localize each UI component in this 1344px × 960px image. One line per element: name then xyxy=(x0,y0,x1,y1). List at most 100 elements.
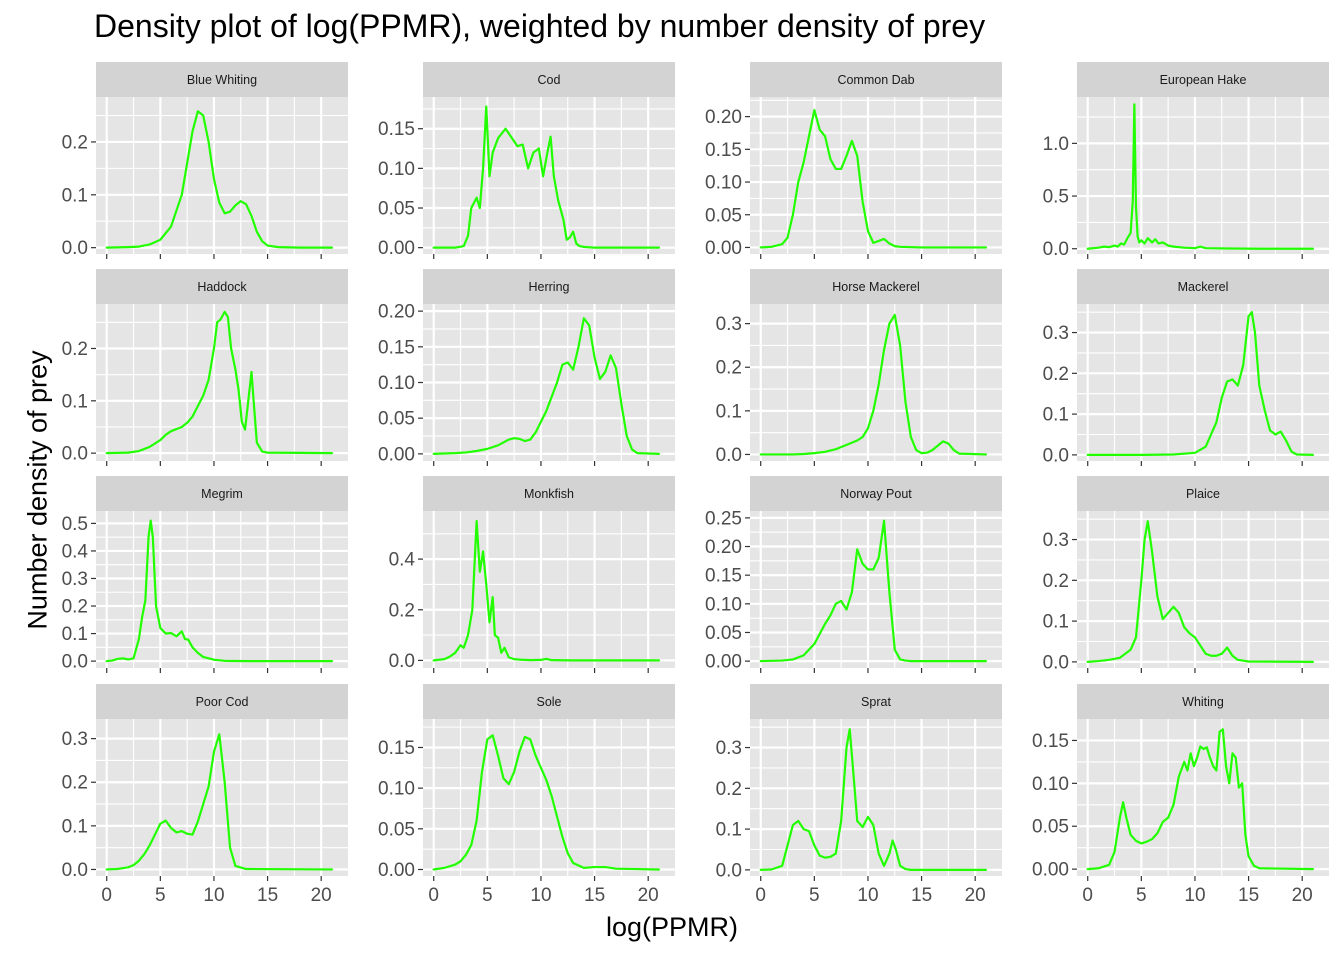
x-tick-label: 0 xyxy=(428,885,439,906)
y-tick-label: 0.3 xyxy=(1043,323,1069,344)
y-tick-label: 0.20 xyxy=(705,107,742,128)
y-tick-label: 0.20 xyxy=(378,302,415,323)
y-tick-label: 0.00 xyxy=(378,238,415,259)
strip-label-herring: Herring xyxy=(529,280,570,294)
x-tick-label: 10 xyxy=(857,885,878,906)
y-tick-label: 0.1 xyxy=(716,401,742,422)
y-tick-label: 0.2 xyxy=(62,597,88,618)
x-tick-label: 20 xyxy=(965,885,986,906)
strip-label-european-hake: European Hake xyxy=(1160,73,1247,87)
y-tick-label: 0.0 xyxy=(716,445,742,466)
panel-whiting: Whiting 0.00 0.05 0.10 0.15 0 5 10 15 20 xyxy=(1032,684,1329,906)
y-tick-label: 0.0 xyxy=(716,860,742,881)
y-tick-label: 0.2 xyxy=(716,779,742,800)
y-tick-label: 0.00 xyxy=(1032,860,1069,881)
density-line-megrim xyxy=(105,519,334,663)
y-tick-label: 0.0 xyxy=(1043,652,1069,673)
strip-norway-pout xyxy=(750,476,1002,511)
panel-herring: Herring 0.00 0.05 0.10 0.15 0.20 xyxy=(378,269,675,466)
panel-background xyxy=(96,719,348,876)
strip-european-hake xyxy=(1077,62,1329,97)
x-tick-label: 15 xyxy=(1238,885,1259,906)
y-tick-label: 0.10 xyxy=(705,594,742,615)
y-tick-label: 0.15 xyxy=(378,738,415,759)
y-tick-label: 0.0 xyxy=(62,238,88,259)
y-tick-label: 0.3 xyxy=(62,569,88,590)
y-tick-label: 0.4 xyxy=(389,550,416,571)
strip-label-sole: Sole xyxy=(536,695,561,709)
y-tick-label: 0.1 xyxy=(62,185,88,206)
panel-background xyxy=(96,304,348,461)
y-tick-label: 0.2 xyxy=(716,358,742,379)
strip-sole xyxy=(423,684,675,719)
y-tick-label: 0.3 xyxy=(1043,530,1069,551)
y-tick-label: 0.10 xyxy=(1032,774,1069,795)
panel-background xyxy=(1077,97,1329,254)
panel-background xyxy=(750,97,1002,254)
x-tick-label: 0 xyxy=(101,885,112,906)
panel-cod: Cod 0.00 0.05 0.10 0.15 xyxy=(378,62,675,259)
y-tick-label: 0.0 xyxy=(62,652,88,673)
strip-label-haddock: Haddock xyxy=(197,280,247,294)
panel-sprat: Sprat 0.0 0.1 0.2 0.3 0 5 10 15 20 xyxy=(716,684,1002,906)
y-tick-label: 0.1 xyxy=(62,816,88,837)
y-axis-title: Number density of prey xyxy=(22,350,53,630)
y-tick-label: 0.1 xyxy=(62,391,88,412)
y-tick-label: 0.3 xyxy=(62,729,88,750)
strip-label-monkfish: Monkfish xyxy=(524,487,574,501)
density-line-norway-pout xyxy=(759,519,988,663)
y-tick-label: 0.1 xyxy=(716,820,742,841)
strip-label-cod: Cod xyxy=(538,73,561,87)
density-line-poor-cod xyxy=(105,733,334,871)
y-tick-label: 0.05 xyxy=(378,409,415,430)
x-tick-label: 0 xyxy=(755,885,766,906)
y-tick-label: 0.05 xyxy=(378,819,415,840)
strip-horse-mackerel xyxy=(750,269,1002,304)
strip-blue-whiting xyxy=(96,62,348,97)
y-tick-label: 0.1 xyxy=(62,624,88,645)
y-tick-label: 0.2 xyxy=(62,132,88,153)
density-line-horse-mackerel xyxy=(759,313,988,456)
y-tick-label: 0.00 xyxy=(705,652,742,673)
y-tick-label: 0.15 xyxy=(378,337,415,358)
panel-norway-pout: Norway Pout 0.00 0.05 0.10 0.15 0.20 0.25 xyxy=(705,476,1002,673)
y-tick-label: 0.2 xyxy=(62,773,88,794)
y-tick-label: 0.5 xyxy=(1043,187,1069,208)
x-tick-label: 20 xyxy=(311,885,332,906)
density-line-herring xyxy=(432,317,661,455)
y-tick-label: 0.0 xyxy=(62,860,88,881)
strip-haddock xyxy=(96,269,348,304)
y-tick-label: 0.20 xyxy=(705,537,742,558)
y-tick-label: 0.0 xyxy=(389,651,415,672)
y-tick-label: 0.1 xyxy=(1043,612,1069,633)
strip-label-plaice: Plaice xyxy=(1186,487,1220,501)
x-tick-label: 5 xyxy=(155,885,166,906)
strip-cod xyxy=(423,62,675,97)
density-line-whiting xyxy=(1086,728,1315,871)
x-tick-label: 5 xyxy=(482,885,493,906)
y-tick-label: 0.00 xyxy=(378,860,415,881)
y-tick-label: 0.4 xyxy=(62,541,89,562)
panel-sole: Sole 0.00 0.05 0.10 0.15 0 5 10 15 20 xyxy=(378,684,675,906)
density-line-haddock xyxy=(105,310,334,455)
strip-megrim xyxy=(96,476,348,511)
panel-background xyxy=(1077,719,1329,876)
x-tick-label: 20 xyxy=(638,885,659,906)
strip-label-blue-whiting: Blue Whiting xyxy=(187,73,257,87)
y-tick-label: 0.10 xyxy=(378,373,415,394)
y-tick-label: 0.05 xyxy=(378,199,415,220)
y-tick-label: 0.15 xyxy=(705,140,742,161)
x-tick-label: 5 xyxy=(809,885,820,906)
panel-common-dab: Common Dab 0.00 0.05 0.10 0.15 0.20 xyxy=(705,62,1002,259)
y-tick-label: 0.15 xyxy=(1032,731,1069,752)
strip-common-dab xyxy=(750,62,1002,97)
y-tick-label: 0.05 xyxy=(705,205,742,226)
density-line-sprat xyxy=(759,728,988,871)
y-tick-label: 0.0 xyxy=(62,444,88,465)
y-tick-label: 0.00 xyxy=(705,238,742,259)
panel-blue-whiting: Blue Whiting 0.0 0.1 0.2 xyxy=(62,62,348,259)
y-tick-label: 0.15 xyxy=(705,566,742,587)
x-tick-label: 0 xyxy=(1082,885,1093,906)
y-tick-label: 0.25 xyxy=(705,508,742,529)
